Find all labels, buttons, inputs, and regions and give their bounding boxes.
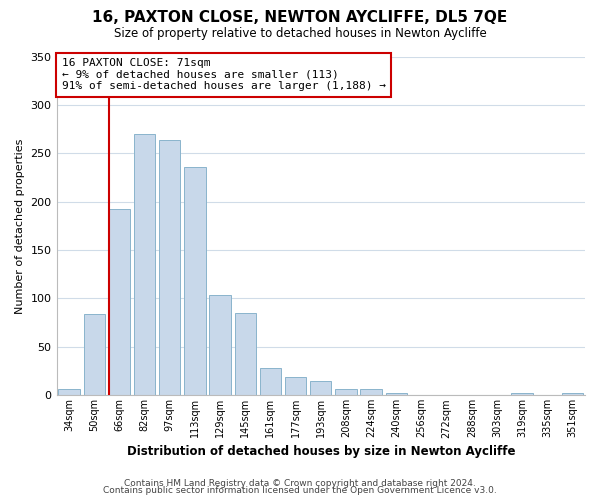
Bar xyxy=(285,377,307,396)
Bar xyxy=(235,313,256,396)
Bar xyxy=(58,390,80,396)
Bar xyxy=(310,381,331,396)
Bar xyxy=(260,368,281,396)
Bar xyxy=(134,134,155,396)
Bar xyxy=(386,394,407,396)
Bar xyxy=(109,210,130,396)
Bar xyxy=(83,314,105,396)
Bar xyxy=(184,167,206,396)
Text: 16 PAXTON CLOSE: 71sqm
← 9% of detached houses are smaller (113)
91% of semi-det: 16 PAXTON CLOSE: 71sqm ← 9% of detached … xyxy=(62,58,386,92)
X-axis label: Distribution of detached houses by size in Newton Aycliffe: Distribution of detached houses by size … xyxy=(127,444,515,458)
Text: Contains HM Land Registry data © Crown copyright and database right 2024.: Contains HM Land Registry data © Crown c… xyxy=(124,478,476,488)
Y-axis label: Number of detached properties: Number of detached properties xyxy=(15,138,25,314)
Bar xyxy=(159,140,181,396)
Bar xyxy=(511,394,533,396)
Text: Size of property relative to detached houses in Newton Aycliffe: Size of property relative to detached ho… xyxy=(113,28,487,40)
Text: Contains public sector information licensed under the Open Government Licence v3: Contains public sector information licen… xyxy=(103,486,497,495)
Bar xyxy=(209,294,231,396)
Text: 16, PAXTON CLOSE, NEWTON AYCLIFFE, DL5 7QE: 16, PAXTON CLOSE, NEWTON AYCLIFFE, DL5 7… xyxy=(92,10,508,25)
Bar xyxy=(562,394,583,396)
Bar xyxy=(335,388,356,396)
Bar xyxy=(361,390,382,396)
